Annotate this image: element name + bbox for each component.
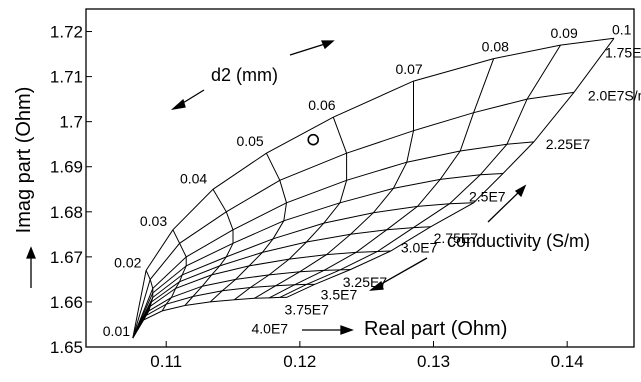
d2-value-label: 0.06 — [308, 97, 335, 113]
measured-point — [307, 133, 320, 146]
conductivity-value-label: 3.75E7 — [285, 301, 330, 317]
d2-value-label: 0.04 — [180, 170, 207, 186]
cond-arrow-up — [487, 189, 522, 223]
d2-value-label: 0.02 — [114, 254, 141, 270]
conductivity-curve-7 — [132, 269, 351, 339]
y-tick-label: 1.71 — [50, 68, 83, 87]
cond-arrow-down — [375, 257, 428, 288]
y-tick-label: 1.65 — [50, 338, 83, 357]
d2-value-label: 0.05 — [236, 133, 263, 149]
d2-curve-1 — [143, 270, 154, 321]
conductivity-curve-4 — [132, 202, 474, 339]
d2-value-label: 0.09 — [550, 25, 577, 41]
arrows — [26, 40, 527, 335]
x-axis-label: Real part (Ohm) — [364, 318, 507, 340]
d2-curve-9 — [286, 38, 615, 298]
conductivity-label: conductivity (S/m) — [447, 231, 590, 251]
y-tick-label: 1.68 — [50, 203, 83, 222]
y-tick-label: 1.72 — [50, 23, 83, 42]
x-tick-label: 0.12 — [283, 352, 316, 371]
y-tick-label: 1.69 — [50, 158, 83, 177]
conductivity-value-label: 2.25E7 — [546, 136, 591, 152]
conductivity-curve-6 — [132, 250, 391, 339]
d2-curve-7 — [268, 58, 495, 299]
d2-arrow-right — [289, 42, 329, 56]
conductivity-curve-3 — [132, 173, 504, 339]
d2-value-label: 0.07 — [395, 61, 422, 77]
conductivity-value-label: 3.0E7 — [401, 240, 438, 256]
y-axis-label: Imag part (Ohm) — [13, 87, 35, 234]
d2-curve-3 — [184, 189, 234, 306]
d2-curve-8 — [279, 44, 561, 298]
d2-label: d2 (mm) — [211, 65, 278, 85]
x-tick-label: 0.13 — [417, 352, 450, 371]
plot-frame — [85, 8, 635, 348]
d2-curve-5 — [234, 117, 348, 301]
conductivity-value-label: 1.75E7 S — [605, 44, 641, 60]
conductivity-curve-9 — [132, 296, 287, 339]
d2-value-label: 0.1 — [612, 21, 632, 37]
conductivity-value-label: 2.75E7 — [434, 230, 479, 246]
conductivity-curve-8 — [132, 283, 315, 339]
conductivity-value-label: 2.0E7S/m — [588, 87, 641, 103]
y-tick-label: 1.66 — [50, 293, 83, 312]
conductivity-curve-1 — [132, 91, 574, 339]
d2-curve-2 — [161, 229, 187, 312]
d2-value-label: 0.03 — [140, 213, 167, 229]
conductivity-curve-0 — [132, 37, 615, 339]
y-tick-label: 1.7 — [59, 113, 83, 132]
conductivity-value-label: 3.5E7 — [321, 286, 358, 302]
d2-value-label: 0.01 — [103, 323, 130, 339]
d2-value-label: 0.08 — [482, 39, 509, 55]
conductivity-value-label: 4.0E7 — [251, 320, 288, 336]
y-tick-label: 1.67 — [50, 248, 83, 267]
conductivity-curve-5 — [132, 226, 431, 339]
x-tick-label: 0.14 — [551, 352, 584, 371]
x-tick-label: 0.11 — [150, 352, 182, 371]
d2-curve-4 — [209, 152, 288, 303]
conductivity-curve-2 — [132, 141, 534, 339]
d2-curve-6 — [254, 81, 414, 299]
conductivity-value-label: 2.5E7 — [469, 188, 506, 204]
